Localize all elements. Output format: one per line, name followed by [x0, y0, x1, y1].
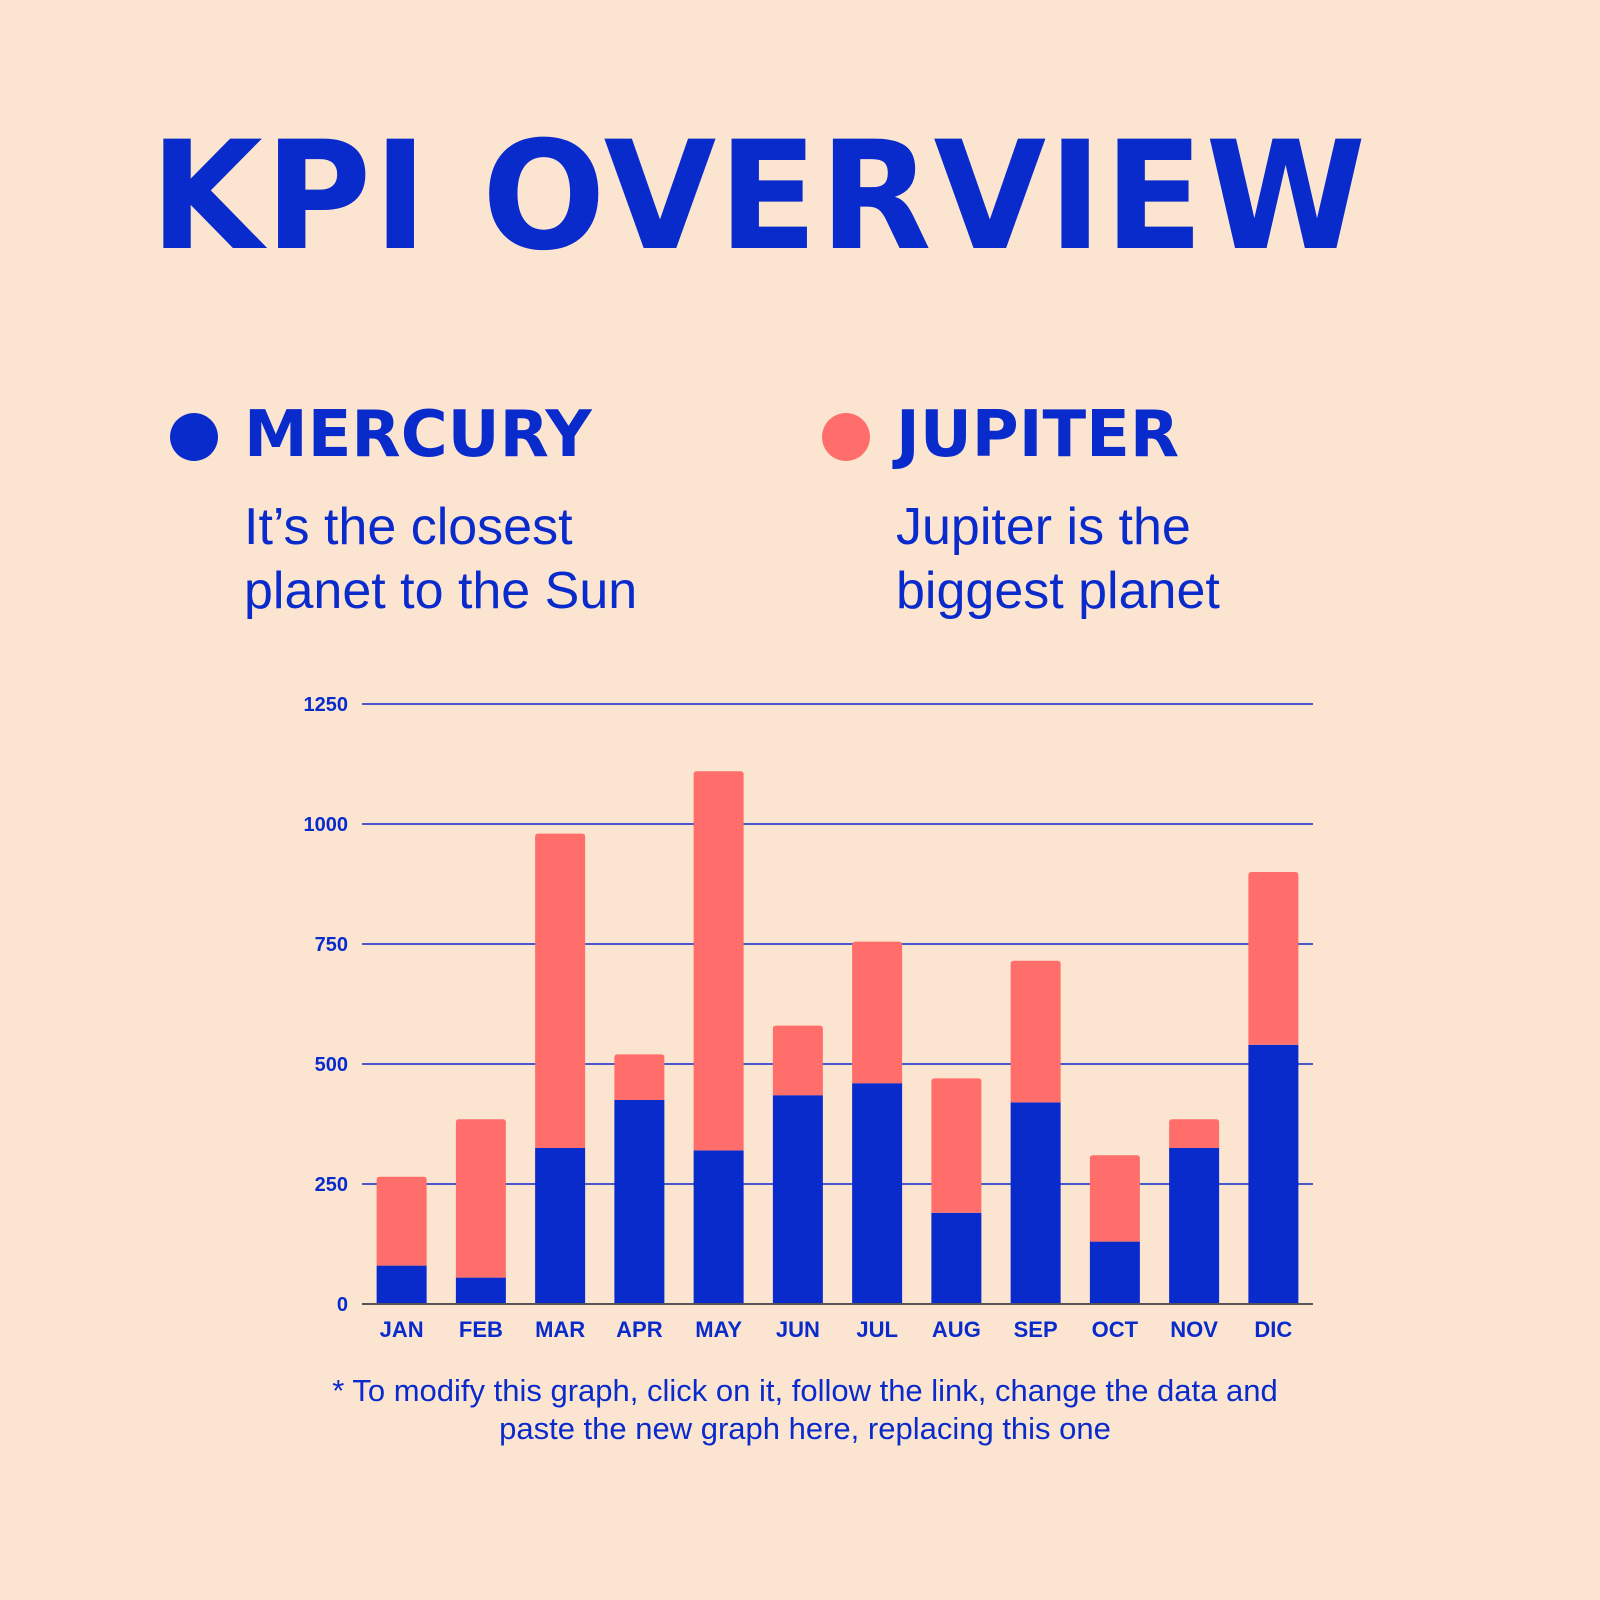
bar-mercury-oct: [1089, 1241, 1140, 1304]
bars: [376, 771, 1299, 1304]
bar-mercury-may: [693, 1150, 744, 1304]
y-tick-label: 1250: [304, 694, 349, 716]
bar-jupiter-feb: [455, 1119, 506, 1278]
legend-dot-mercury: [170, 413, 218, 461]
bar-jupiter-mar: [535, 833, 586, 1148]
legend-description-jupiter: Jupiter is the biggest planet: [896, 498, 1220, 620]
bar-mercury-jan: [376, 1265, 427, 1304]
bar-jupiter-jun: [772, 1025, 823, 1096]
bar-mercury-mar: [535, 1148, 586, 1304]
x-tick-label: SEP: [1014, 1317, 1058, 1342]
y-tick-label: 0: [337, 1294, 348, 1316]
bar-jupiter-nov: [1169, 1119, 1220, 1148]
bar-jupiter-jul: [852, 941, 903, 1084]
chart-note: * To modify this graph, click on it, fol…: [332, 1373, 1278, 1446]
legend-name-mercury: MERCURY: [244, 398, 592, 472]
bar-jupiter-jan: [376, 1176, 427, 1266]
x-tick-label: MAY: [695, 1317, 742, 1342]
x-tick-label: MAR: [535, 1317, 585, 1342]
bar-mercury-apr: [614, 1100, 665, 1304]
x-tick-label: JUN: [776, 1317, 820, 1342]
bar-jupiter-dic: [1248, 872, 1299, 1045]
x-tick-label: OCT: [1092, 1317, 1139, 1342]
bar-jupiter-aug: [931, 1078, 982, 1213]
bar-mercury-dic: [1248, 1044, 1299, 1304]
bar-jupiter-oct: [1089, 1155, 1140, 1242]
x-tick-label: JUL: [856, 1317, 898, 1342]
bar-jupiter-sep: [1010, 960, 1061, 1103]
bar-mercury-jul: [852, 1083, 903, 1304]
x-tick-label: AUG: [932, 1317, 981, 1342]
x-tick-label: APR: [616, 1317, 663, 1342]
bar-mercury-feb: [455, 1277, 506, 1304]
x-tick-label: NOV: [1170, 1317, 1218, 1342]
axes: 0 250 500 750 1000 1250 JAN FEB MAR APR MAY JUN JUL A…: [304, 694, 1313, 1342]
bar-mercury-jun: [772, 1095, 823, 1304]
bar-jupiter-apr: [614, 1054, 665, 1100]
x-tick-label: JAN: [380, 1317, 424, 1342]
bar-mercury-aug: [931, 1212, 982, 1304]
legend-description-mercury: It’s the closest planet to the Sun: [244, 498, 638, 620]
legend-name-jupiter: JUPITER: [896, 398, 1180, 472]
y-tick-label: 1000: [304, 814, 349, 836]
x-tick-label: FEB: [459, 1317, 503, 1342]
y-tick-label: 500: [315, 1054, 348, 1076]
y-tick-label: 250: [315, 1174, 348, 1196]
bar-jupiter-may: [693, 771, 744, 1151]
legend-dot-jupiter: [822, 413, 870, 461]
page-title: KPI OVERVIEW: [150, 110, 1368, 284]
grid-lines: [362, 703, 1313, 1185]
bar-mercury-nov: [1169, 1148, 1220, 1304]
y-tick-label: 750: [315, 934, 348, 956]
x-tick-label: DIC: [1254, 1317, 1292, 1342]
bar-mercury-sep: [1010, 1102, 1061, 1304]
